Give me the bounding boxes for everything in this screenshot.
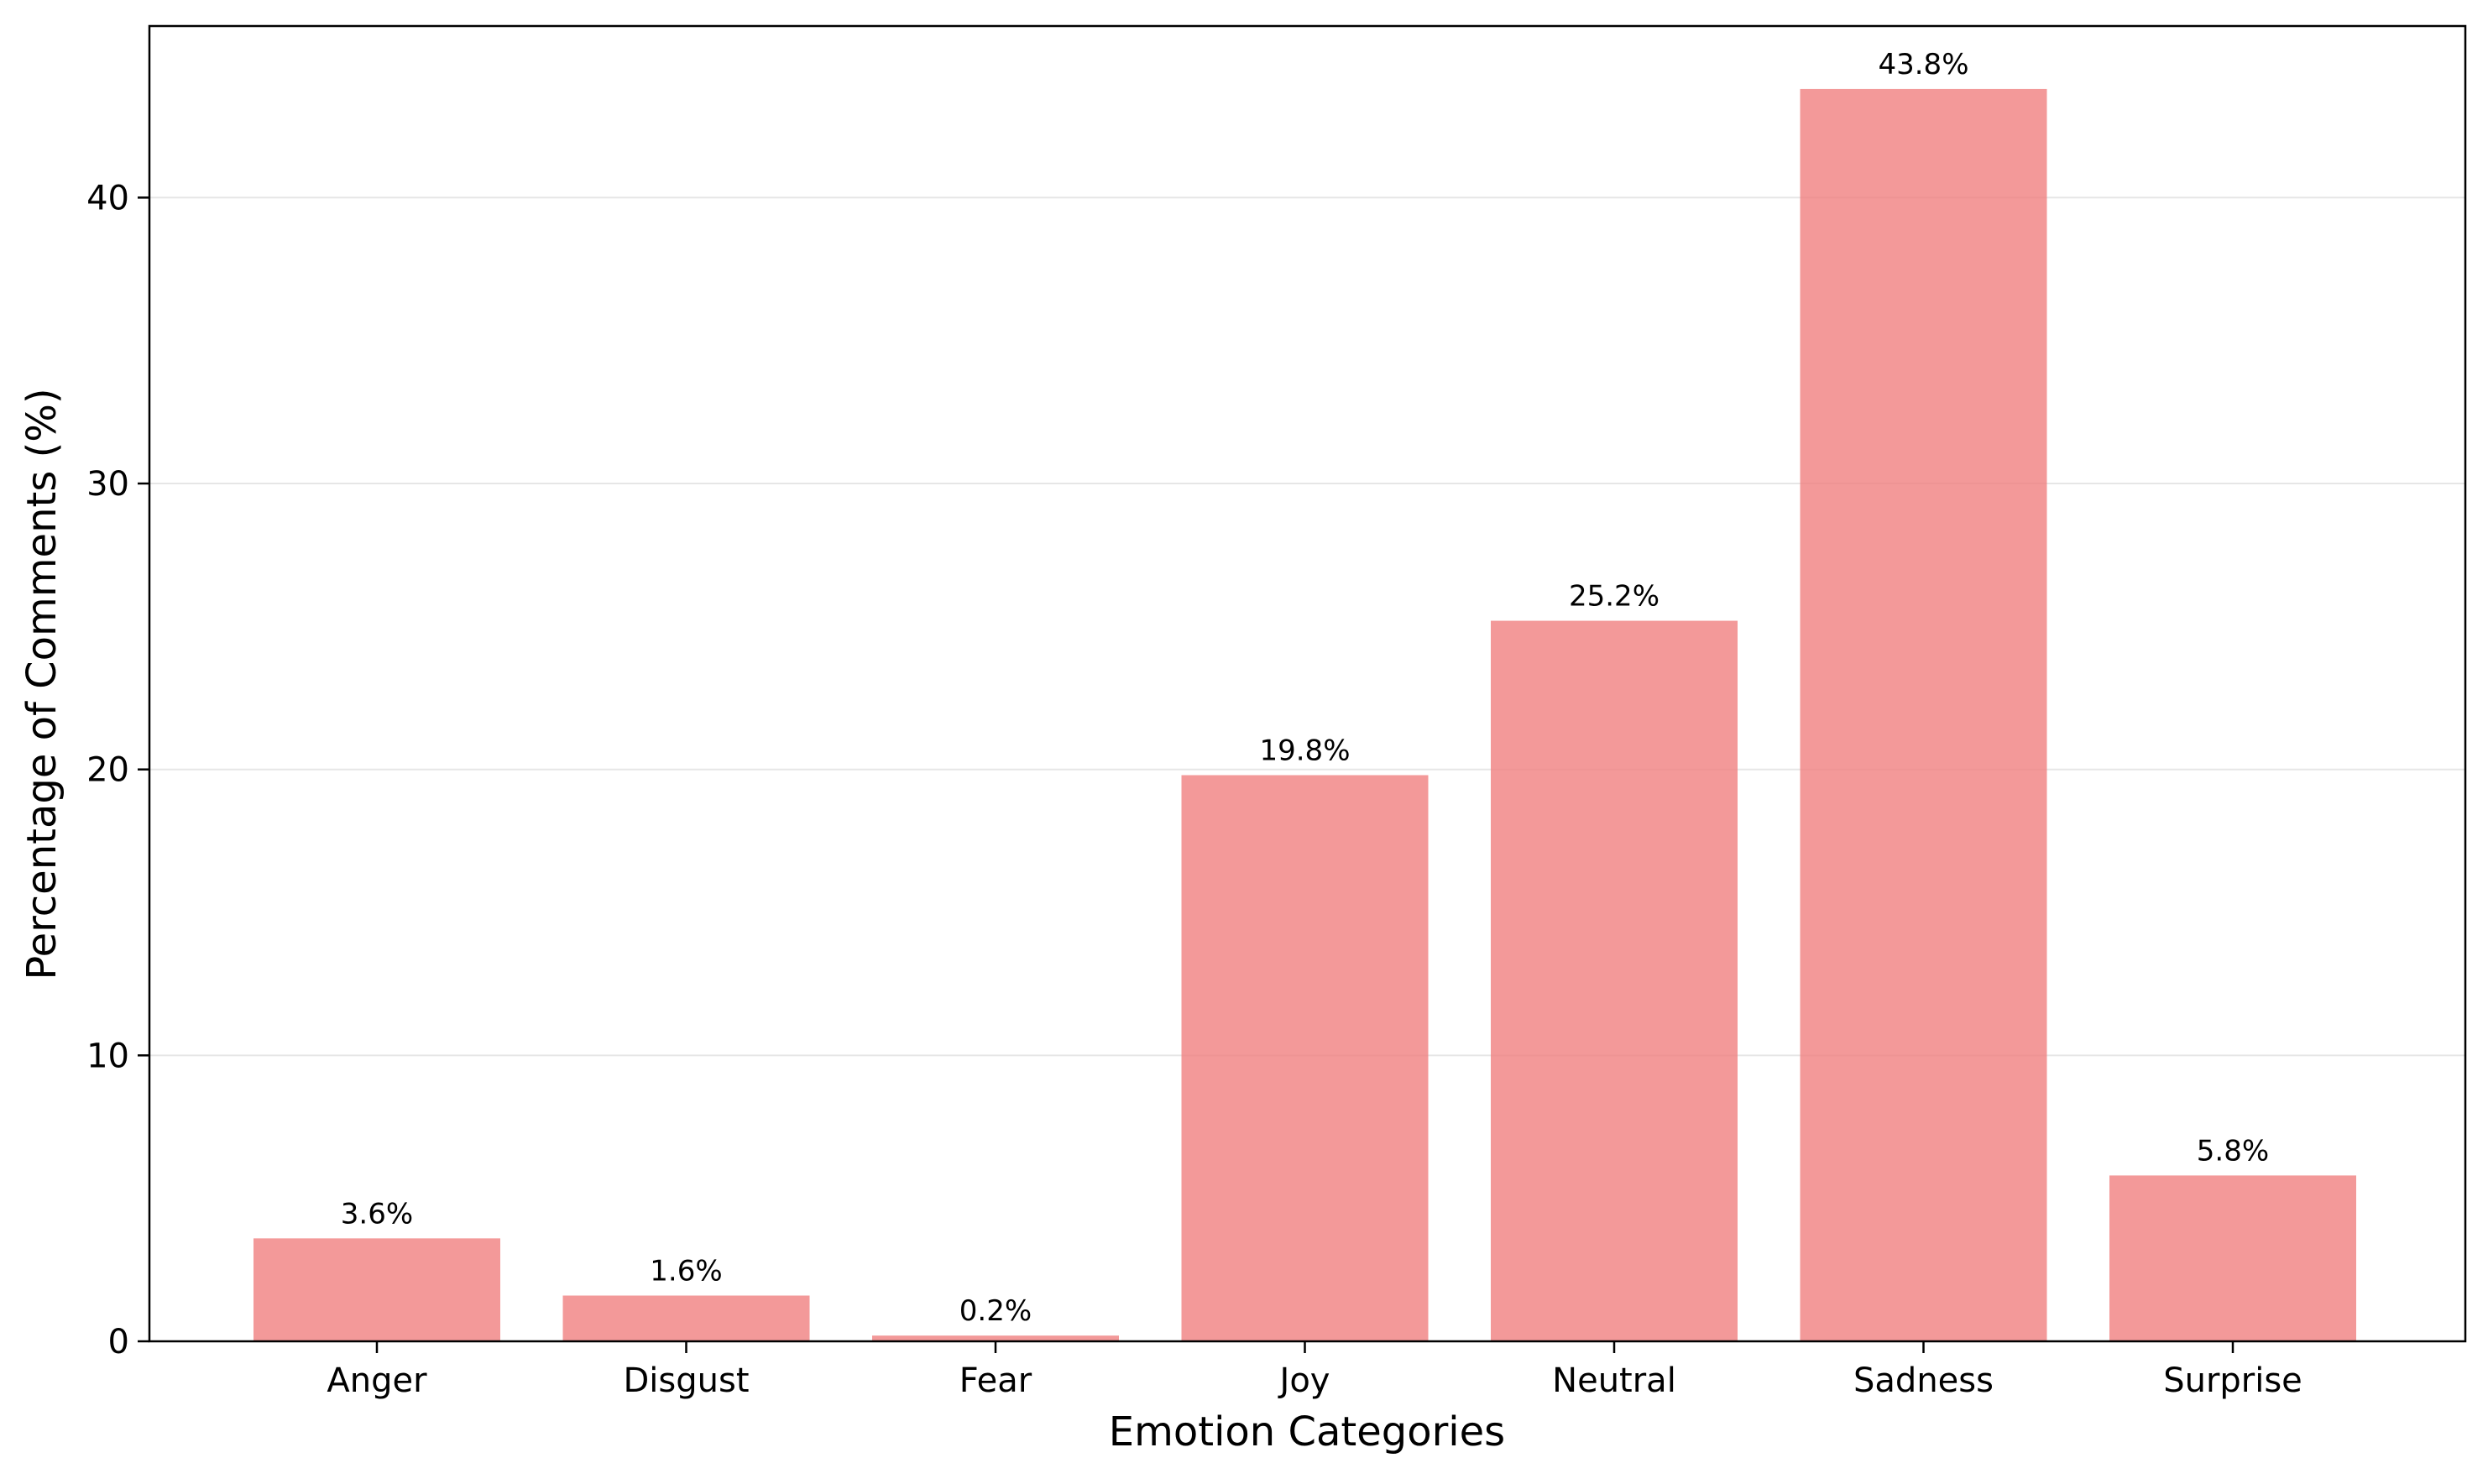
plot-frame [148, 24, 2467, 1343]
x-tick-label-disgust: Disgust [623, 1361, 749, 1400]
x-tick-label-anger: Anger [327, 1361, 427, 1400]
data-labels: 3.6% 1.6% 0.2% 19.8% 25.2% 43.8% 5.8% [341, 48, 2269, 1328]
data-label-neutral: 25.2% [1569, 580, 1660, 614]
bar-joy [1181, 775, 1429, 1341]
data-label-surprise: 5.8% [2197, 1134, 2269, 1168]
data-label-anger: 3.6% [341, 1197, 413, 1231]
x-tick-label-neutral: Neutral [1552, 1361, 1676, 1400]
x-axis-ticks: Anger Disgust Fear Joy Neutral Sadness Surpris… [327, 1341, 2302, 1400]
y-tick-label: 20 [86, 751, 129, 790]
bar-sadness [1800, 88, 2047, 1341]
x-tick-label-sadness: Sadness [1853, 1361, 1994, 1400]
y-axis-ticks: 0 10 20 30 40 [86, 179, 149, 1361]
bar-neutral [1491, 620, 1738, 1341]
data-label-fear: 0.2% [959, 1294, 1032, 1328]
data-label-disgust: 1.6% [650, 1254, 722, 1288]
data-label-joy: 19.8% [1259, 734, 1350, 768]
y-tick-label: 30 [86, 465, 129, 504]
x-tick-label-joy: Joy [1278, 1361, 1330, 1400]
x-tick-label-surprise: Surprise [2163, 1361, 2302, 1400]
bar-disgust [562, 1295, 810, 1341]
y-tick-label: 0 [108, 1323, 129, 1361]
x-tick-label-fear: Fear [959, 1361, 1032, 1400]
data-label-sadness: 43.8% [1878, 48, 1968, 81]
y-tick-label: 10 [86, 1037, 129, 1075]
bar-surprise [2109, 1175, 2356, 1341]
bar-fear [872, 1335, 1119, 1341]
y-axis-title: Percentage of Comments (%) [18, 388, 65, 980]
bar-anger [254, 1238, 500, 1341]
x-axis-title: Emotion Categories [1109, 1408, 1505, 1455]
bars [254, 88, 2356, 1341]
y-tick-label: 40 [86, 179, 129, 217]
